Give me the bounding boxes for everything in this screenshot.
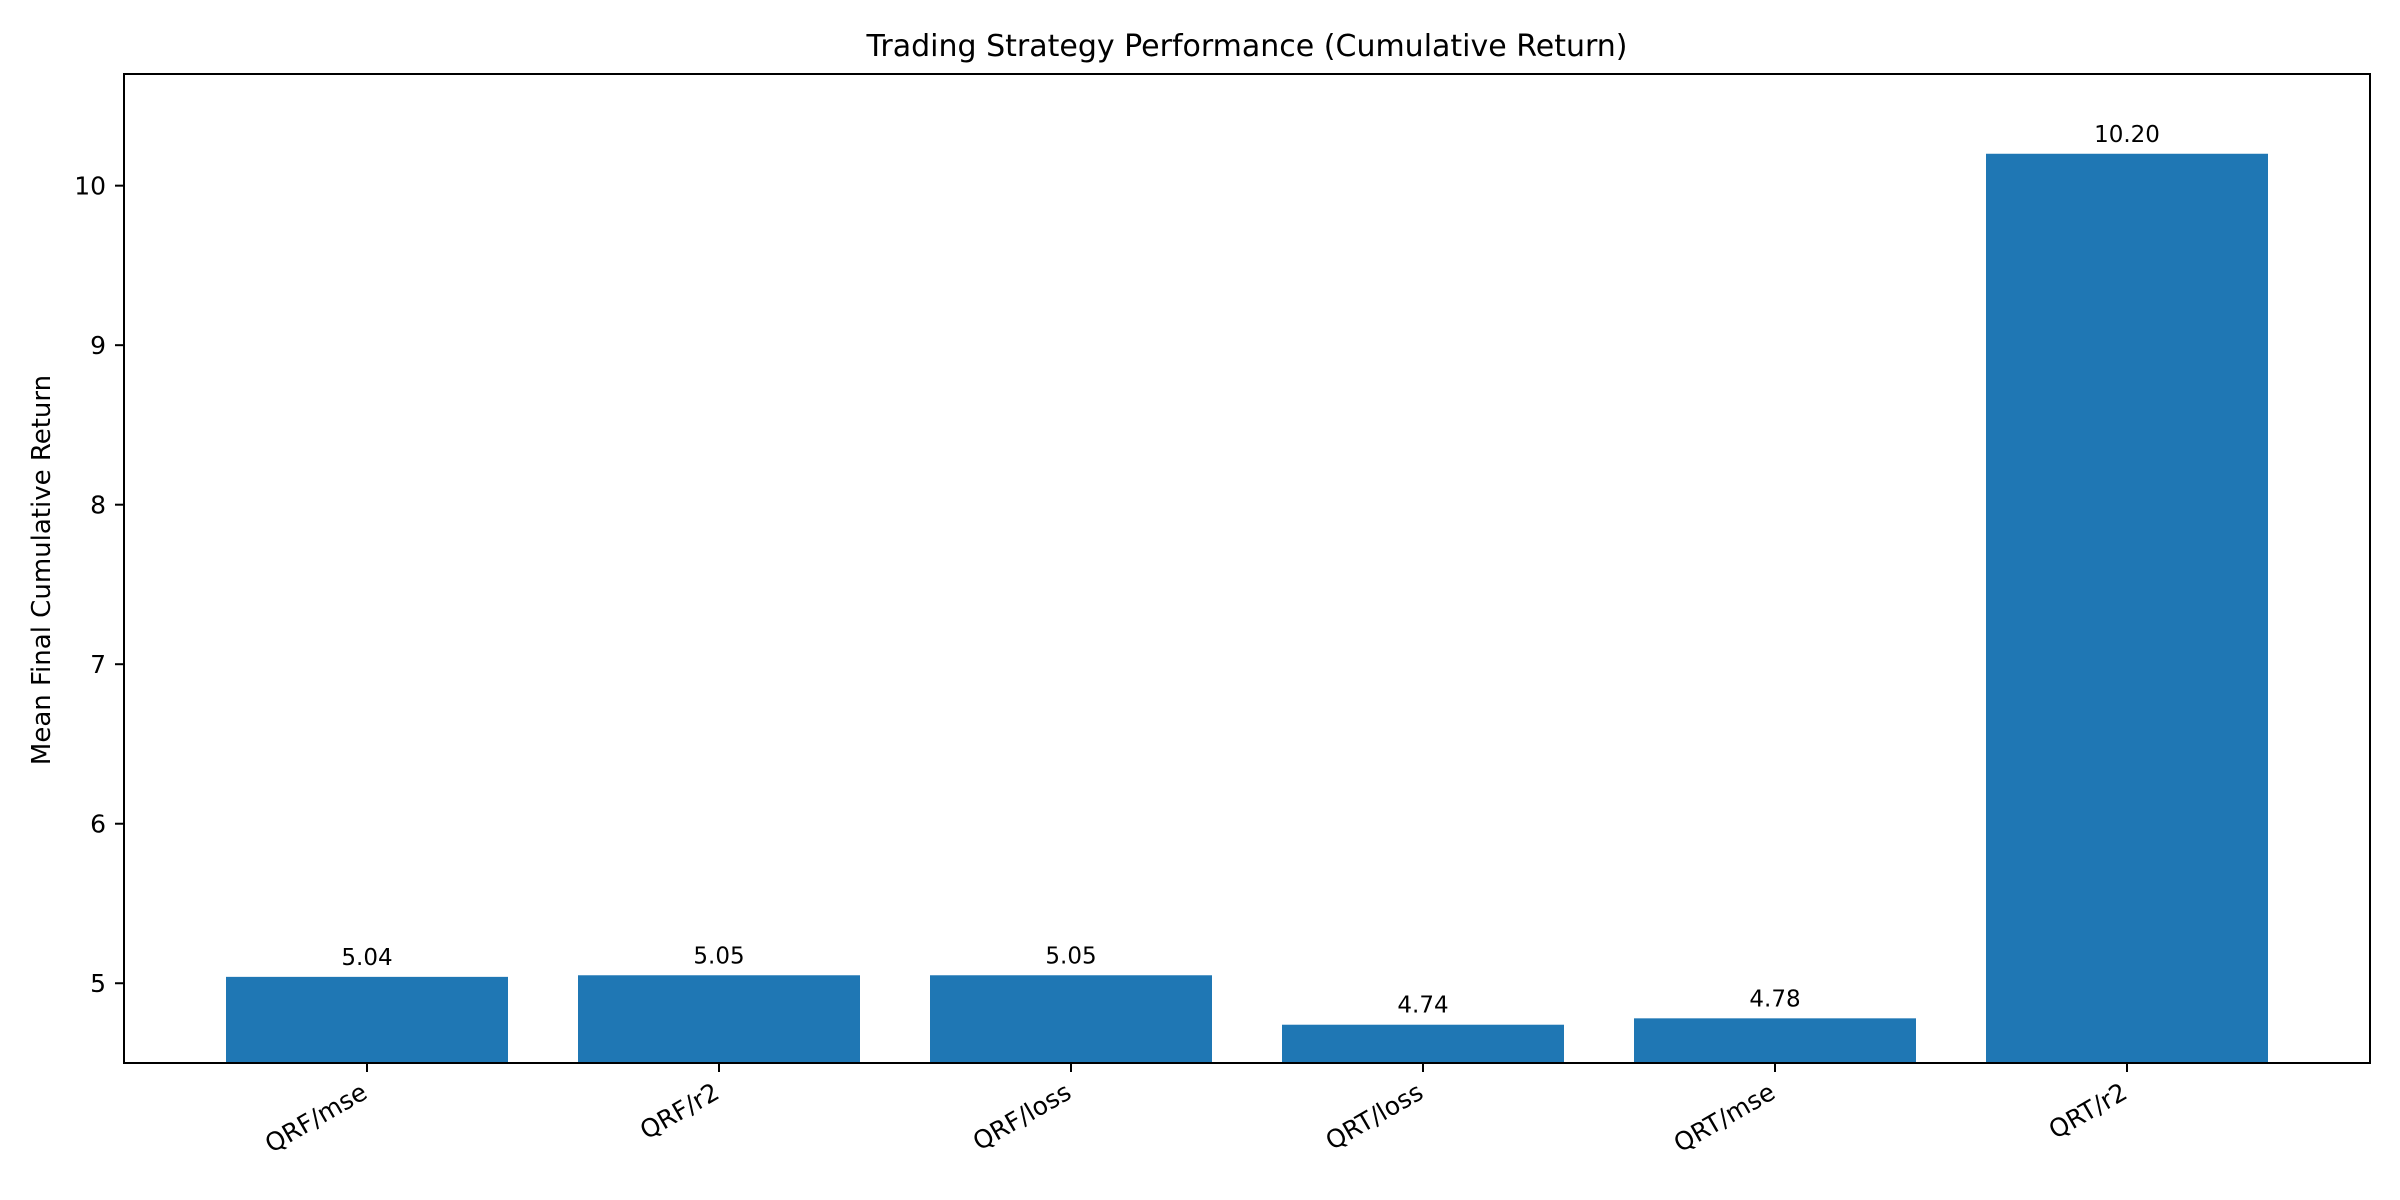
bar-qrt-r2 [1986, 153, 2268, 1064]
y-tick-label: 7 [90, 650, 106, 679]
bar-qrf-mse [226, 976, 508, 1063]
y-tick-label: 9 [90, 331, 106, 360]
data-label: 5.05 [1045, 943, 1096, 969]
bar-qrf-loss [930, 975, 1212, 1063]
data-label: 10.20 [2094, 122, 2160, 148]
y-tick-label: 10 [74, 172, 106, 201]
y-tick-label: 5 [90, 969, 106, 998]
y-axis-label: Mean Final Cumulative Return [27, 375, 57, 765]
x-tick-label: QRT/loss [1321, 1077, 1428, 1156]
data-label: 4.78 [1749, 986, 1800, 1012]
bar-qrf-r2 [578, 975, 860, 1063]
chart-title: Trading Strategy Performance (Cumulative… [865, 29, 1627, 64]
plot-frame [123, 73, 2371, 1064]
x-tick-label: QRF/r2 [635, 1077, 724, 1145]
x-tick-label: QRF/loss [968, 1077, 1076, 1156]
x-tick-label: QRF/mse [260, 1077, 372, 1158]
data-label: 4.74 [1397, 993, 1448, 1019]
data-label: 5.04 [341, 945, 392, 971]
bars-group: 5.04 5.05 5.05 4.74 4.78 10.20 [226, 122, 2268, 1064]
bar-qrt-loss [1282, 1024, 1564, 1063]
bar-qrt-mse [1634, 1018, 1916, 1063]
data-label: 5.05 [693, 943, 744, 969]
y-tick-label: 6 [90, 810, 106, 839]
y-tick-label: 8 [90, 491, 106, 520]
x-tick-label: QRT/r2 [2044, 1077, 2132, 1145]
x-tick-label: QRT/mse [1669, 1077, 1780, 1158]
